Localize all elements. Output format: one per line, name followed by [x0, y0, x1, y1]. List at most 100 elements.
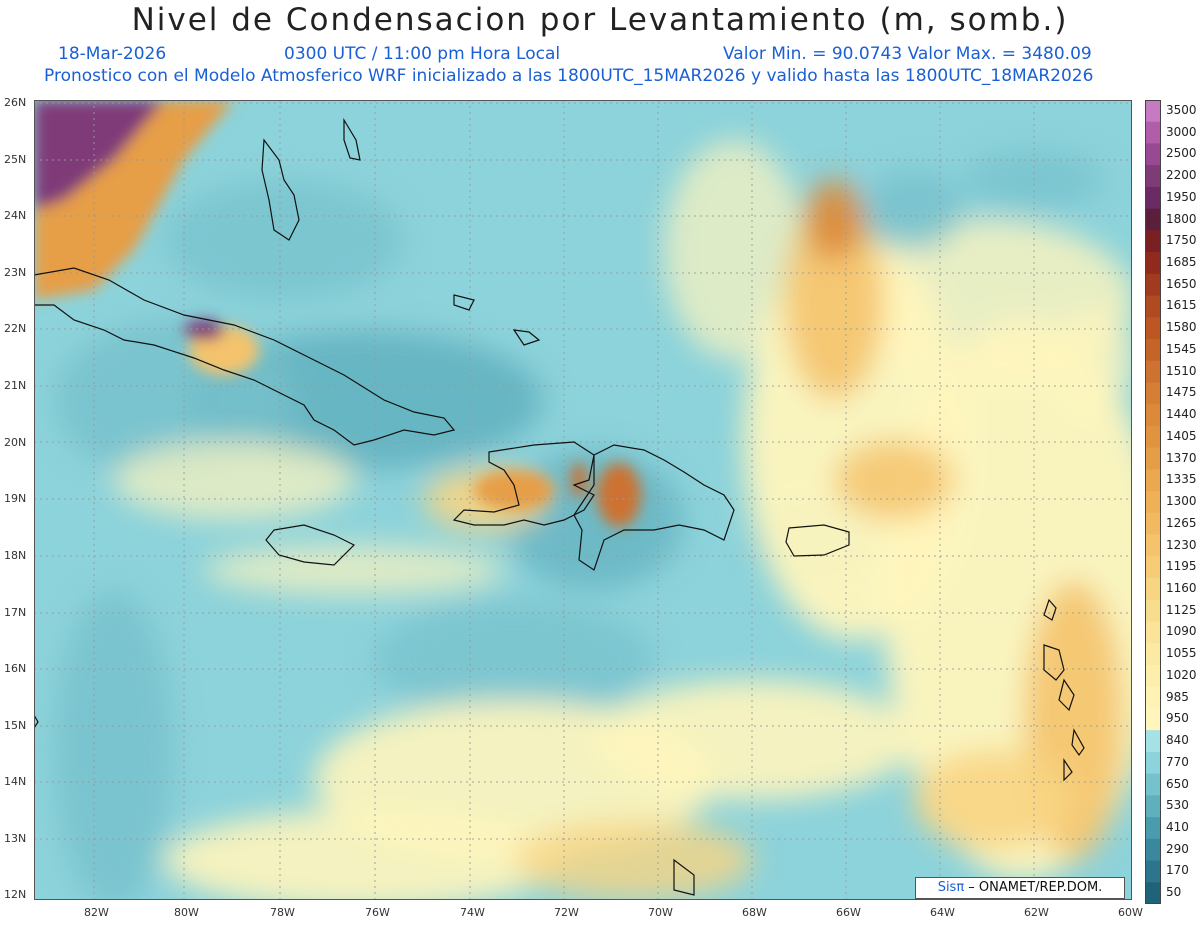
- field-shading: [54, 140, 1132, 900]
- colorbar-swatch: [1145, 230, 1161, 253]
- lon-tick: 66W: [836, 906, 861, 919]
- colorbar-swatch: [1145, 317, 1161, 340]
- colorbar-label: 1020: [1166, 667, 1197, 682]
- colorbar-label: 1300: [1166, 494, 1197, 508]
- lon-tick: 70W: [648, 906, 673, 919]
- colorbar-swatch: [1145, 817, 1161, 840]
- colorbar-label: 1580: [1166, 320, 1197, 335]
- colorbar-label: 1090: [1166, 624, 1197, 639]
- colorbar-label: 290: [1166, 841, 1189, 856]
- forecast-description: Pronostico con el Modelo Atmosferico WRF…: [44, 66, 1094, 86]
- colorbar-label: 1230: [1166, 537, 1197, 552]
- lat-tick: 18N: [4, 549, 27, 562]
- colorbar-label: 2500: [1166, 146, 1197, 161]
- colorbar-label: 1160: [1166, 580, 1197, 595]
- lat-tick: 16N: [4, 662, 27, 675]
- lat-tick: 12N: [4, 888, 27, 901]
- colorbar-swatch: [1145, 447, 1161, 470]
- colorbar-swatch: [1145, 556, 1161, 579]
- colorbar-label: 1685: [1166, 255, 1197, 269]
- lat-tick: 13N: [4, 832, 27, 845]
- colorbar-swatch: [1145, 165, 1161, 188]
- colorbar-label: 1545: [1166, 341, 1197, 356]
- colorbar-swatch: [1145, 578, 1161, 601]
- colorbar-label: 1370: [1166, 450, 1197, 465]
- colorbar-label: 410: [1166, 819, 1189, 834]
- colorbar-frame: [1145, 100, 1161, 904]
- page-title: Nivel de Condensacion por Levantamiento …: [131, 2, 1069, 38]
- lon-tick: 80W: [174, 906, 199, 919]
- colorbar-swatch: [1145, 425, 1161, 449]
- colorbar-swatch: [1145, 273, 1161, 297]
- colorbar-label: 770: [1166, 754, 1189, 769]
- lat-tick: 26N: [4, 96, 27, 109]
- colorbar-label: 1650: [1166, 276, 1197, 291]
- credit-box: Sisπ – ONAMET/REP.DOM.: [915, 877, 1125, 899]
- colorbar-label: 985: [1166, 689, 1189, 704]
- colorbar-swatch: [1145, 795, 1161, 818]
- colorbar-swatch: [1145, 469, 1161, 492]
- colorbar: [1145, 100, 1161, 905]
- lon-tick: 74W: [460, 906, 485, 919]
- colorbar-swatch: [1145, 404, 1161, 427]
- lat-tick: 23N: [4, 266, 27, 279]
- colorbar-swatch: [1145, 360, 1161, 383]
- colorbar-label: 1405: [1166, 428, 1197, 443]
- colorbar-label: 1125: [1166, 602, 1197, 617]
- lon-tick: 62W: [1024, 906, 1049, 919]
- colorbar-label: 50: [1166, 885, 1182, 900]
- credit-org: – ONAMET/REP.DOM.: [964, 880, 1103, 895]
- lat-tick: 20N: [4, 436, 27, 449]
- grid-lines: [34, 100, 1132, 900]
- colorbar-label: 3500: [1166, 102, 1197, 117]
- colorbar-label: 1615: [1166, 298, 1197, 313]
- lat-tick: 22N: [4, 322, 27, 335]
- colorbar-swatch: [1145, 643, 1161, 666]
- colorbar-label: 1750: [1166, 233, 1197, 248]
- colorbar-swatch: [1145, 860, 1161, 883]
- colorbar-swatch: [1145, 186, 1161, 210]
- colorbar-swatch: [1145, 512, 1161, 536]
- colorbar-swatch: [1145, 599, 1161, 623]
- lon-tick: 60W: [1118, 906, 1143, 919]
- colorbar-label: 1510: [1166, 363, 1197, 378]
- colorbar-label: 1335: [1166, 472, 1197, 487]
- map-frame: [34, 100, 1132, 900]
- colorbar-swatch: [1145, 730, 1161, 753]
- map-svg[interactable]: [34, 100, 1132, 900]
- colorbar-swatch: [1145, 143, 1161, 166]
- colorbar-swatch: [1145, 708, 1161, 731]
- valid-time: 0300 UTC / 11:00 pm Hora Local: [284, 44, 561, 64]
- lat-tick: 21N: [4, 379, 27, 392]
- colorbar-swatch: [1145, 491, 1161, 514]
- colorbar-swatch: [1145, 621, 1161, 644]
- credit-brand: Sisπ: [937, 880, 965, 895]
- colorbar-label: 1950: [1166, 189, 1197, 204]
- valid-date: 18-Mar-2026: [58, 44, 167, 64]
- lon-tick: 64W: [930, 906, 955, 919]
- colorbar-label: 530: [1166, 798, 1189, 813]
- colorbar-swatch: [1145, 208, 1161, 231]
- lat-tick: 15N: [4, 719, 27, 732]
- colorbar-swatch: [1145, 339, 1161, 362]
- colorbar-label: 1265: [1166, 515, 1197, 530]
- colorbar-swatch: [1145, 686, 1161, 709]
- colorbar-label: 650: [1166, 776, 1189, 791]
- colorbar-label: 1475: [1166, 385, 1197, 400]
- colorbar-swatch: [1145, 382, 1161, 405]
- colorbar-swatch: [1145, 882, 1161, 905]
- map-panel[interactable]: [34, 100, 1132, 900]
- lon-tick: 72W: [554, 906, 579, 919]
- colorbar-swatch: [1145, 100, 1161, 123]
- lat-tick: 14N: [4, 775, 27, 788]
- colorbar-swatch: [1145, 664, 1161, 688]
- colorbar-swatch: [1145, 838, 1161, 862]
- colorbar-label: 1800: [1166, 211, 1197, 226]
- colorbar-label: 1055: [1166, 646, 1197, 661]
- colorbar-label: 840: [1166, 733, 1189, 747]
- colorbar-swatch: [1145, 252, 1161, 275]
- colorbar-swatches: [1145, 100, 1161, 905]
- colorbar-label: 1195: [1166, 559, 1197, 574]
- colorbar-swatch: [1145, 751, 1161, 775]
- lat-tick: 19N: [4, 492, 27, 505]
